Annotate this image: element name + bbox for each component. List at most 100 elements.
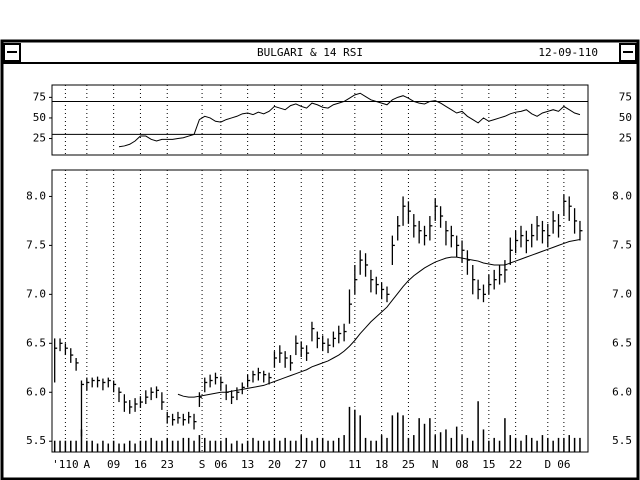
rsi-line [118, 92, 581, 148]
volume-bar [455, 426, 458, 452]
volume-bar [434, 435, 436, 452]
y-tick-label-right: 7.5 [612, 238, 632, 251]
volume-bar [161, 440, 163, 452]
volume-bar [123, 443, 126, 452]
volume-bar [327, 440, 329, 452]
x-tick-label: 06 [557, 458, 570, 471]
volume-bar [418, 418, 420, 452]
y-tick-label-left: 8.0 [26, 189, 46, 202]
volume-bar [279, 440, 281, 452]
volume-bar [332, 440, 335, 452]
x-tick-label: D [544, 458, 551, 471]
x-tick-label: 23 [161, 458, 174, 471]
y-tick-label-left: 25 [33, 132, 46, 145]
window-date: 12-09-110 [538, 46, 598, 59]
volume-bar [96, 443, 99, 452]
volume-bar [380, 435, 383, 452]
volume-bar [91, 440, 93, 452]
volume-bar [370, 440, 372, 452]
panel-frame [51, 169, 589, 453]
volume-bar [273, 437, 276, 452]
y-tick-label-right: 50 [619, 111, 632, 124]
volume-bar [214, 440, 217, 452]
volume-bar [375, 440, 378, 452]
volume-bar [86, 440, 88, 452]
x-tick-label: S [199, 458, 206, 471]
volume-bar [504, 418, 506, 452]
volume-bar [493, 437, 495, 452]
x-tick-label: 18 [375, 458, 388, 471]
volume-bar [579, 437, 581, 452]
volume-bar [568, 435, 570, 452]
volume-bar [257, 440, 260, 452]
volume-bar [220, 440, 222, 452]
volume-bar [402, 415, 404, 452]
volume-bar [150, 437, 152, 452]
y-tick-label-right: 75 [619, 90, 632, 103]
volume-bar [59, 440, 61, 452]
volume-bar [311, 440, 313, 452]
volume-bar [177, 440, 179, 452]
x-tick-label: 25 [402, 458, 415, 471]
volume-bar [429, 418, 431, 452]
x-tick-label: 16 [134, 458, 147, 471]
y-tick-label-left: 5.5 [26, 434, 46, 447]
volume-bar [498, 440, 501, 452]
volume-bar [450, 437, 453, 452]
volume-bar [225, 437, 227, 452]
volume-bar [359, 415, 361, 452]
volume-bar [252, 437, 254, 452]
volume-bar [525, 435, 528, 452]
y-tick-label-right: 8.0 [612, 189, 632, 202]
volume-bar [182, 437, 185, 452]
volume-bar [396, 412, 399, 452]
volume-bar [112, 440, 115, 452]
x-tick-label: 22 [509, 458, 522, 471]
volume-bar [514, 437, 517, 452]
volume-bar [230, 443, 233, 452]
y-tick-label-right: 7.0 [612, 287, 632, 300]
volume-bar [466, 437, 469, 452]
volume-bar [128, 440, 131, 452]
volume-bar [547, 437, 549, 452]
x-tick-label: 13 [241, 458, 254, 471]
volume-bar [107, 443, 110, 452]
volume-bar [557, 437, 560, 452]
panel-frame [51, 84, 589, 156]
volume-bar [488, 440, 490, 452]
volume-bar [364, 437, 367, 452]
y-tick-label-right: 6.5 [612, 336, 632, 349]
x-tick-label: 20 [268, 458, 281, 471]
volume-bar [391, 415, 394, 452]
volume-bar [439, 432, 442, 452]
volume-bar [166, 437, 168, 452]
volume-bar [530, 437, 533, 452]
volume-bar [536, 440, 538, 452]
volume-bar [289, 440, 292, 452]
x-tick-label: 08 [455, 458, 468, 471]
volume-bar [316, 437, 319, 452]
x-tick-label: N [432, 458, 439, 471]
volume-bar [102, 440, 104, 452]
volume-bar [204, 437, 206, 452]
y-tick-label-left: 50 [33, 111, 46, 124]
volume-bar [321, 437, 324, 452]
volume-bar [209, 440, 211, 452]
volume-bar [354, 409, 356, 452]
volume-bar [472, 440, 474, 452]
volume-bar [338, 437, 340, 452]
x-tick-label: 27 [295, 458, 308, 471]
volume-bar [139, 440, 142, 452]
volume-bar [171, 440, 174, 452]
volume-bar [509, 435, 512, 452]
volume-bar [461, 435, 463, 452]
y-tick-label-left: 6.5 [26, 336, 46, 349]
y-tick-label-left: 75 [33, 90, 46, 103]
volume-bar [477, 401, 479, 452]
y-tick-label-left: 7.0 [26, 287, 46, 300]
y-tick-label-left: 6.0 [26, 385, 46, 398]
volume-bar [241, 443, 244, 452]
volume-bar [520, 440, 522, 452]
y-tick-label-right: 5.5 [612, 434, 632, 447]
y-tick-label-left: 7.5 [26, 238, 46, 251]
